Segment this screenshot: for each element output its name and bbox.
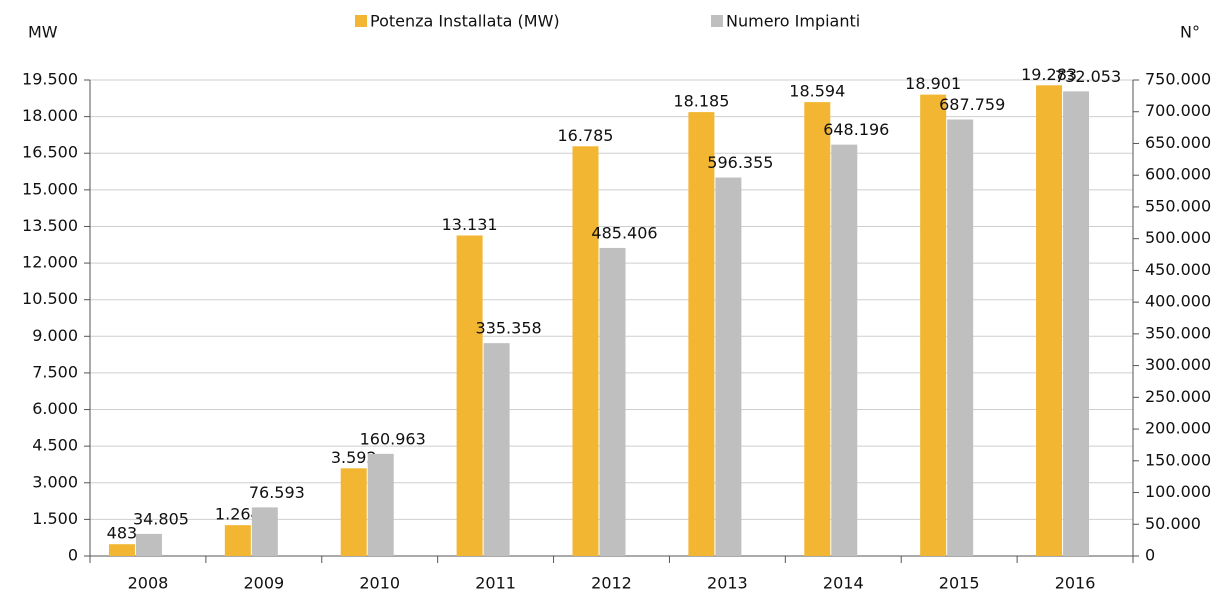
bar bbox=[456, 235, 483, 556]
bar bbox=[831, 144, 858, 556]
value-label: 483 bbox=[107, 524, 138, 543]
x-tick-label: 2010 bbox=[359, 574, 400, 593]
bar bbox=[920, 94, 947, 557]
y2-tick-label: 650.000 bbox=[1145, 133, 1211, 152]
value-label: 19.283 bbox=[1021, 65, 1077, 84]
x-tick-label: 2014 bbox=[823, 574, 864, 593]
bar bbox=[804, 102, 831, 556]
y-tick-label: 9.000 bbox=[32, 326, 78, 345]
y2-tick-label: 300.000 bbox=[1145, 355, 1211, 374]
value-label: 16.785 bbox=[558, 126, 614, 145]
y-tick-label: 1.500 bbox=[32, 509, 78, 528]
bar bbox=[224, 525, 251, 556]
value-label: 1.264 bbox=[215, 505, 261, 524]
bar bbox=[340, 468, 367, 556]
value-label: 160.963 bbox=[360, 429, 426, 448]
value-label: 18.594 bbox=[789, 82, 845, 101]
bar bbox=[599, 247, 626, 556]
value-label: 76.593 bbox=[249, 483, 305, 502]
y2-tick-label: 400.000 bbox=[1145, 292, 1211, 311]
bar bbox=[108, 544, 135, 556]
y-tick-label: 0 bbox=[68, 546, 78, 565]
bar bbox=[688, 112, 715, 556]
y2-tick-label: 700.000 bbox=[1145, 101, 1211, 120]
value-label: 596.355 bbox=[707, 153, 773, 172]
x-tick-label: 2009 bbox=[243, 574, 284, 593]
value-label: 485.406 bbox=[591, 223, 657, 242]
x-tick-label: 2011 bbox=[475, 574, 516, 593]
x-tick-label: 2013 bbox=[707, 574, 748, 593]
bar bbox=[483, 343, 510, 556]
legend-swatch bbox=[355, 15, 367, 27]
legend-label: Potenza Installata (MW) bbox=[370, 12, 560, 31]
value-label: 13.131 bbox=[442, 215, 498, 234]
value-label: 648.196 bbox=[823, 120, 889, 139]
y2-axis-label: N° bbox=[1180, 23, 1200, 42]
y-tick-label: 15.000 bbox=[22, 179, 78, 198]
y2-tick-label: 750.000 bbox=[1145, 70, 1211, 89]
bar bbox=[367, 453, 394, 556]
value-label: 3.592 bbox=[331, 448, 377, 467]
y2-tick-label: 250.000 bbox=[1145, 387, 1211, 406]
y2-tick-label: 0 bbox=[1145, 546, 1155, 565]
bar bbox=[135, 533, 162, 556]
y2-tick-label: 50.000 bbox=[1145, 514, 1201, 533]
x-tick-label: 2012 bbox=[591, 574, 632, 593]
y2-tick-label: 100.000 bbox=[1145, 482, 1211, 501]
y-axis-label: MW bbox=[28, 23, 58, 42]
y2-tick-label: 200.000 bbox=[1145, 419, 1211, 438]
y-tick-label: 3.000 bbox=[32, 472, 78, 491]
legend-swatch bbox=[711, 15, 723, 27]
y-tick-label: 18.000 bbox=[22, 106, 78, 125]
y-tick-label: 10.500 bbox=[22, 289, 78, 308]
x-tick-label: 2015 bbox=[939, 574, 980, 593]
y2-tick-label: 600.000 bbox=[1145, 165, 1211, 184]
y2-tick-label: 500.000 bbox=[1145, 228, 1211, 247]
value-label: 18.901 bbox=[905, 74, 961, 93]
bar bbox=[251, 507, 278, 556]
y2-tick-label: 550.000 bbox=[1145, 196, 1211, 215]
y-tick-label: 12.000 bbox=[22, 253, 78, 272]
y-tick-label: 6.000 bbox=[32, 399, 78, 418]
value-label: 18.185 bbox=[673, 92, 729, 111]
y-tick-label: 16.500 bbox=[22, 143, 78, 162]
x-tick-label: 2016 bbox=[1055, 574, 1096, 593]
bar bbox=[1036, 85, 1063, 556]
y-tick-label: 13.500 bbox=[22, 216, 78, 235]
bar bbox=[1063, 91, 1090, 556]
x-tick-label: 2008 bbox=[128, 574, 169, 593]
y-tick-label: 4.500 bbox=[32, 436, 78, 455]
bar bbox=[572, 146, 599, 556]
bar bbox=[715, 177, 742, 556]
value-label: 732.053 bbox=[1055, 67, 1121, 86]
bar bbox=[947, 119, 974, 556]
y-tick-label: 19.500 bbox=[22, 70, 78, 89]
value-label: 687.759 bbox=[939, 95, 1005, 114]
y2-tick-label: 450.000 bbox=[1145, 260, 1211, 279]
y2-tick-label: 150.000 bbox=[1145, 450, 1211, 469]
value-label: 335.358 bbox=[476, 319, 542, 338]
legend-label: Numero Impianti bbox=[726, 12, 860, 31]
y-tick-label: 7.500 bbox=[32, 362, 78, 381]
value-label: 34.805 bbox=[133, 509, 189, 528]
y2-tick-label: 350.000 bbox=[1145, 323, 1211, 342]
